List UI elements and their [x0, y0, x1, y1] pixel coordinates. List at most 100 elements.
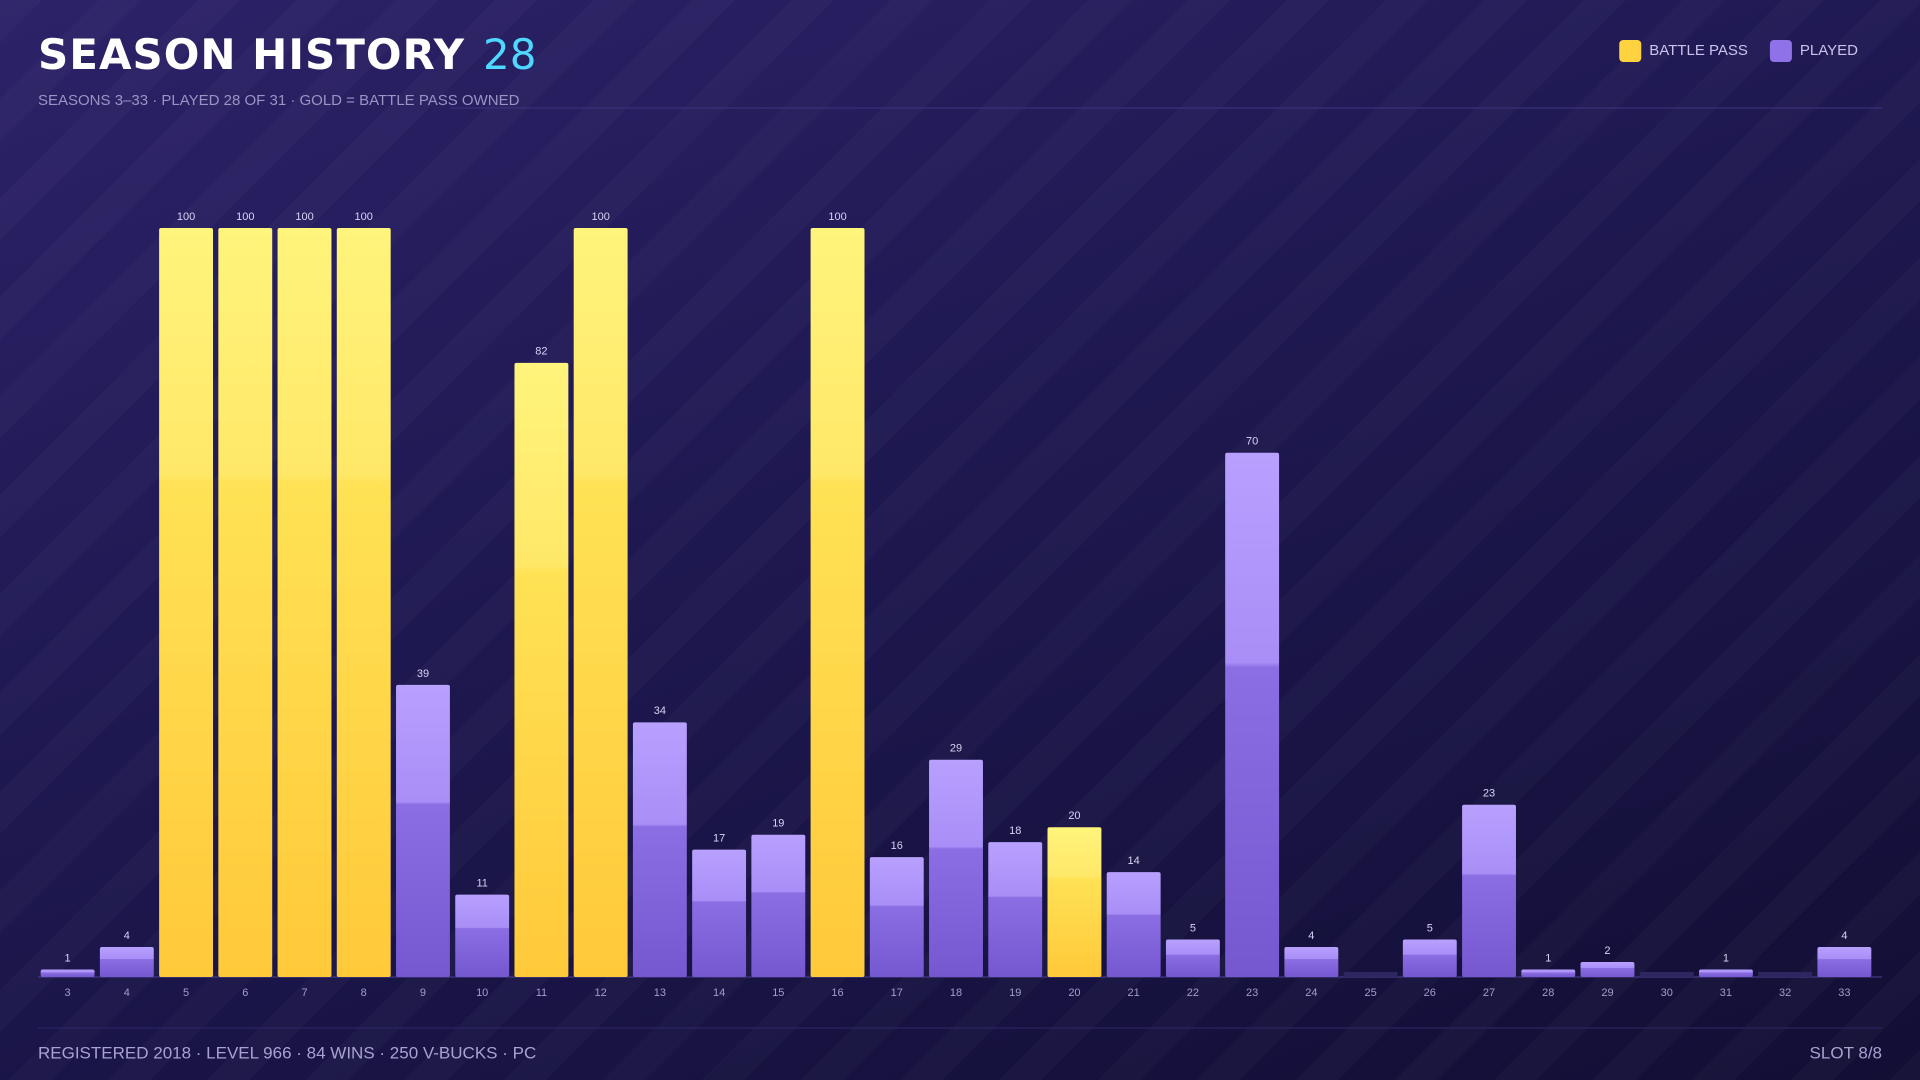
value-label: 100: [295, 211, 313, 223]
value-label: 100: [828, 211, 846, 223]
value-label: 34: [654, 705, 666, 717]
value-label: 29: [950, 743, 962, 755]
bar: [929, 759, 983, 977]
x-tick-label: 10: [476, 987, 488, 999]
legend: PLAYED BATTLE PASS: [1619, 40, 1858, 62]
value-label: 4: [1841, 930, 1847, 942]
value-label: 17: [713, 833, 725, 845]
x-tick-label: 24: [1305, 987, 1317, 999]
value-label: 16: [891, 840, 903, 852]
x-tick-label: 30: [1661, 987, 1673, 999]
x-tick-label: 33: [1838, 987, 1850, 999]
unplayed-stub: [1343, 972, 1398, 977]
bar: [99, 947, 154, 977]
value-label: 4: [124, 930, 130, 942]
x-tick-label: 19: [1009, 987, 1021, 999]
x-tick-label: 18: [950, 987, 962, 999]
bar: [159, 228, 214, 977]
bar: [1698, 969, 1753, 977]
title-count: 28: [483, 30, 536, 79]
footer-stats: REGISTERED 2018 · LEVEL 966 · 84 WINS · …: [38, 1043, 536, 1062]
legend-label: PLAYED: [1800, 42, 1858, 59]
x-tick-label: 17: [891, 987, 903, 999]
x-tick-label: 31: [1720, 987, 1732, 999]
x-tick-label: 28: [1542, 987, 1554, 999]
bar: [1521, 969, 1576, 977]
x-tick-label: 15: [772, 987, 784, 999]
value-label: 70: [1246, 436, 1258, 448]
x-tick-label: 9: [420, 987, 426, 999]
bar: [869, 857, 924, 977]
bar: [1106, 872, 1161, 977]
bar: [40, 969, 95, 977]
value-label: 5: [1190, 922, 1196, 934]
x-tick-label: 29: [1601, 987, 1613, 999]
value-label: 39: [417, 668, 429, 680]
value-label: 2: [1604, 945, 1610, 957]
value-label: 20: [1068, 810, 1080, 822]
value-label: 1: [1723, 952, 1729, 964]
x-tick-label: 27: [1483, 987, 1495, 999]
value-label: 14: [1128, 855, 1140, 867]
bar: [692, 849, 747, 977]
x-tick-label: 7: [301, 987, 307, 999]
bar: [751, 834, 806, 977]
x-tick-label: 12: [595, 987, 607, 999]
x-tick-label: 6: [242, 987, 248, 999]
x-tick-label: 25: [1364, 987, 1376, 999]
unplayed-stub: [1639, 972, 1694, 977]
legend-swatch: [1619, 40, 1642, 62]
title-text: SEASON HISTORY: [38, 30, 465, 79]
bar: [1817, 947, 1872, 977]
bar: [514, 362, 569, 977]
value-label: 19: [772, 818, 784, 830]
legend-label: BATTLE PASS: [1649, 42, 1748, 59]
value-label: 100: [177, 211, 195, 223]
bar: [632, 722, 687, 977]
x-tick-label: 21: [1128, 987, 1140, 999]
x-tick-label: 26: [1424, 987, 1436, 999]
unplayed-stub: [1758, 972, 1813, 977]
bar: [218, 228, 273, 977]
x-tick-label: 13: [654, 987, 666, 999]
bar: [396, 684, 450, 977]
bar: [1402, 939, 1457, 977]
x-tick-label: 14: [713, 987, 725, 999]
subtitle: SEASONS 3–33 · PLAYED 28 OF 31 · GOLD = …: [38, 92, 520, 109]
value-label: 5: [1427, 922, 1433, 934]
value-label: 1: [1545, 952, 1551, 964]
x-tick-label: 32: [1779, 987, 1791, 999]
bar: [336, 228, 391, 977]
legend-swatch: [1769, 40, 1792, 62]
value-label: 1: [65, 952, 71, 964]
value-label: 82: [535, 346, 547, 358]
bar: [810, 228, 865, 977]
x-tick-label: 11: [536, 987, 547, 999]
x-tick-label: 5: [183, 987, 189, 999]
bar: [1580, 962, 1635, 977]
title: SEASON HISTORY 28: [38, 30, 536, 79]
value-label: 100: [591, 211, 609, 223]
value-label: 100: [236, 211, 254, 223]
value-label: 23: [1483, 788, 1495, 800]
x-tick-label: 16: [831, 987, 843, 999]
x-tick-label: 8: [361, 987, 367, 999]
bar: [1165, 939, 1220, 977]
bar: [1047, 827, 1102, 977]
footer-slot: SLOT 8/8: [1810, 1043, 1882, 1062]
bar: [1284, 947, 1339, 977]
value-label: 100: [355, 211, 373, 223]
x-tick-label: 4: [124, 987, 130, 999]
bar: [277, 228, 332, 977]
x-tick-label: 23: [1246, 987, 1258, 999]
value-label: 11: [476, 878, 487, 890]
value-label: 18: [1009, 825, 1021, 837]
x-tick-label: 3: [65, 987, 71, 999]
bar: [455, 894, 510, 977]
bar: [1225, 452, 1280, 977]
x-tick-label: 20: [1068, 987, 1080, 999]
value-label: 4: [1308, 930, 1314, 942]
x-tick-label: 22: [1187, 987, 1199, 999]
bar: [573, 228, 628, 977]
